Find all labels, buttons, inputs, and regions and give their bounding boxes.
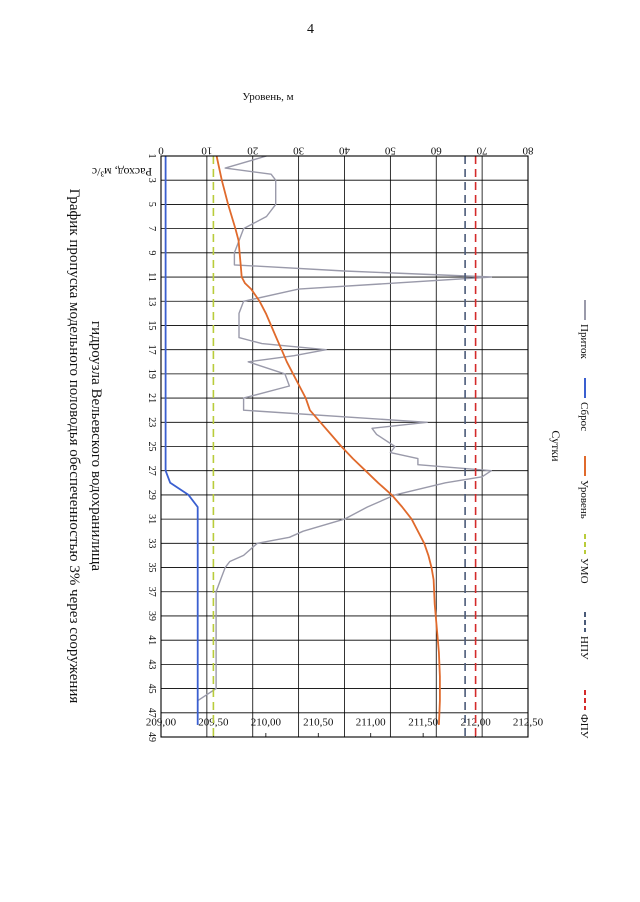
rotated-chart-frame: 1357911131517192123252729313335373941434… xyxy=(66,91,590,742)
x-tick-label: 21 xyxy=(146,393,157,403)
y2-axis-label: Уровень, м xyxy=(242,91,293,103)
x-axis-label: Сутки xyxy=(549,430,563,462)
chart-title: График пропуска модельного половодья обе… xyxy=(66,189,82,704)
y-tick-label: 10 xyxy=(201,144,213,156)
legend-label: Приток xyxy=(578,324,590,359)
x-tick-label: 37 xyxy=(146,587,157,597)
x-tick-label: 15 xyxy=(146,320,157,330)
x-tick-label: 3 xyxy=(146,178,157,183)
series-line-1 xyxy=(197,155,493,725)
y2-tick-label: 210,50 xyxy=(303,717,334,729)
x-tick-label: 23 xyxy=(146,417,157,427)
plot-area-frame xyxy=(160,155,529,738)
x-tick-label: 5 xyxy=(146,202,157,207)
x-tick-label: 35 xyxy=(146,563,157,573)
page-number: 4 xyxy=(307,22,314,37)
legend-label: Сброс xyxy=(578,402,590,431)
legend: Приток Сброс Уровень УМО НПУ ФПУ xyxy=(578,300,590,739)
y2-tick-label: 211,00 xyxy=(356,717,386,729)
x-tick-label: 39 xyxy=(146,611,157,621)
y2-tick-label: 211,50 xyxy=(408,717,438,729)
series-line-3 xyxy=(215,155,441,725)
y-tick-label: 30 xyxy=(293,144,305,156)
y-tick-label: 40 xyxy=(339,144,351,156)
x-tick-label: 47 xyxy=(146,708,157,718)
chart-subtitle: гидроузла Вельевского водохранилища xyxy=(88,321,104,571)
x-tick-label: 13 xyxy=(146,296,157,306)
y-tick-label: 60 xyxy=(430,144,442,156)
x-tick-label: 45 xyxy=(146,684,157,694)
y-tick-label: 20 xyxy=(247,144,259,156)
x-tick-label: 29 xyxy=(146,490,157,500)
y-tick-label: 0 xyxy=(158,144,164,156)
y-tick-label: 70 xyxy=(476,144,488,156)
x-tick-label: 17 xyxy=(146,345,157,355)
x-tick-label: 9 xyxy=(146,250,157,255)
x-tick-label: 11 xyxy=(146,272,157,282)
x-tick-label: 31 xyxy=(146,514,157,524)
x-tick-label: 19 xyxy=(146,369,157,379)
legend-label: Уровень xyxy=(578,480,590,519)
x-tick-label: 27 xyxy=(146,466,157,476)
x-tick-label: 41 xyxy=(146,635,157,645)
x-tick-label: 25 xyxy=(146,442,157,452)
x-tick-label: 1 xyxy=(146,154,157,159)
y2-tick-label: 210,00 xyxy=(251,717,282,729)
legend-label: НПУ xyxy=(578,636,590,660)
x-tick-label: 33 xyxy=(146,538,157,548)
x-tick-label: 7 xyxy=(146,226,157,231)
y-tick-label: 50 xyxy=(384,144,396,156)
x-tick-label: 49 xyxy=(146,732,157,742)
y-axis-label: Расход, м³/с xyxy=(92,165,152,179)
series-group xyxy=(164,155,493,737)
x-tick-label: 43 xyxy=(146,659,157,669)
series-line-2 xyxy=(164,156,199,725)
legend-label: ФПУ xyxy=(578,714,590,739)
legend-label: УМО xyxy=(578,558,590,584)
y-tick-label: 80 xyxy=(522,144,534,156)
